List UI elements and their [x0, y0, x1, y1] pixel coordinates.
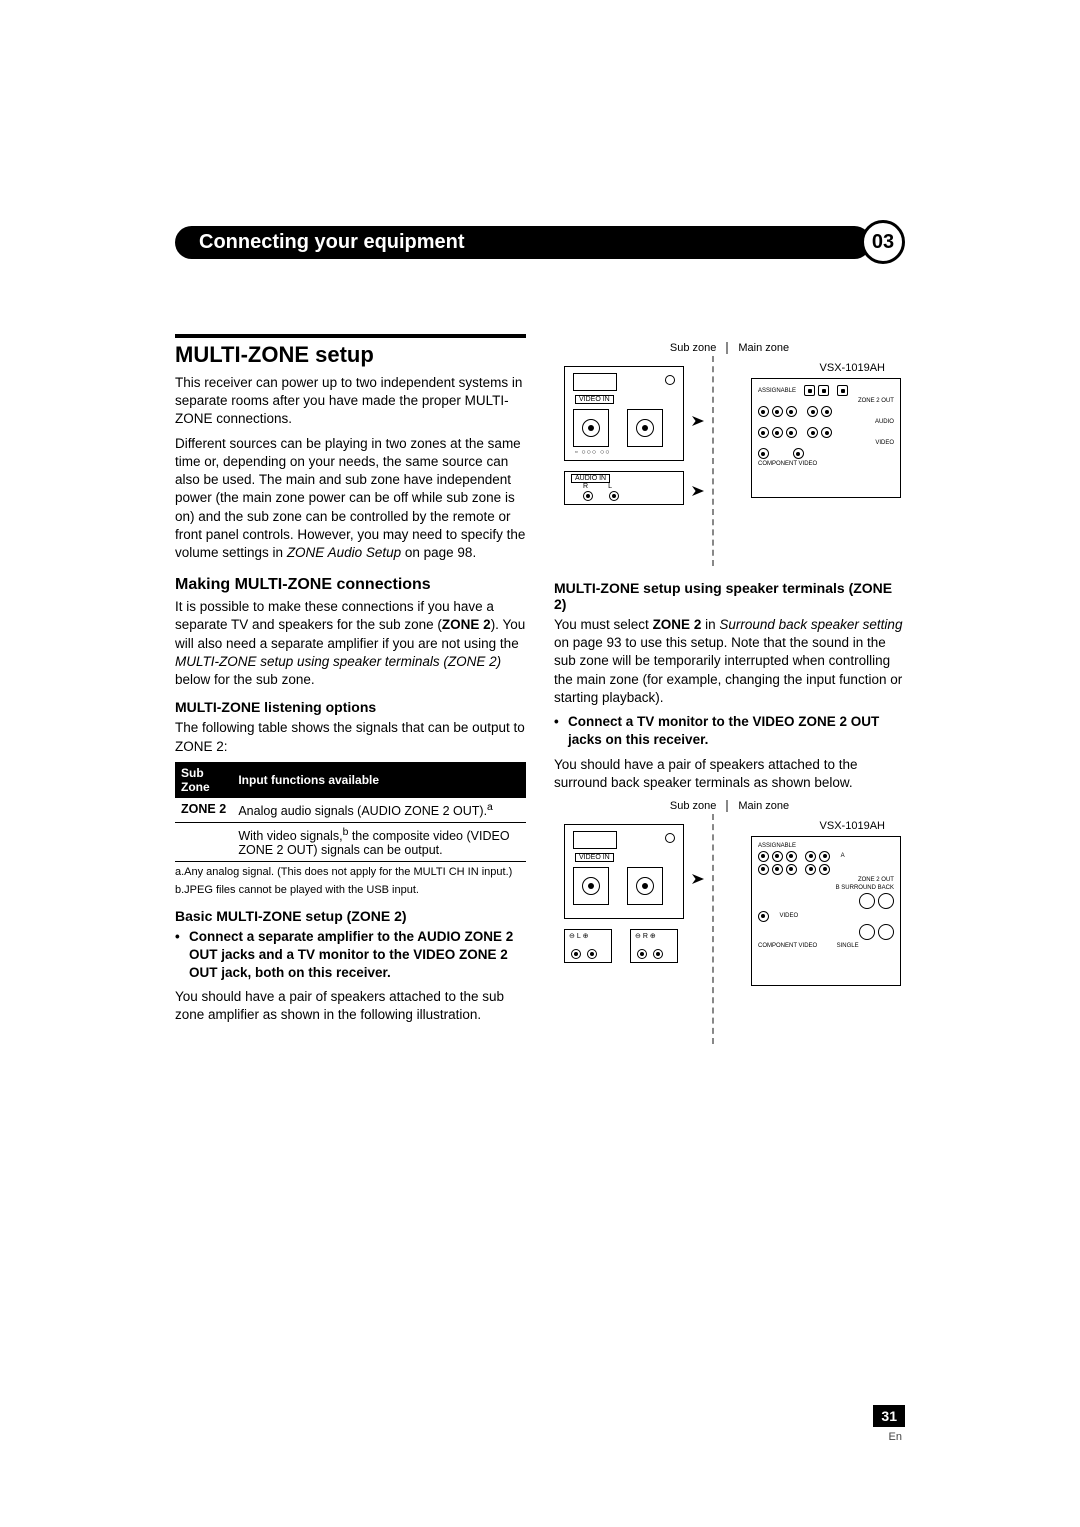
- speaker-terminals-bullets: Connect a TV monitor to the VIDEO ZONE 2…: [554, 713, 905, 749]
- receiver-icon: ASSIGNABLE ZONE 2 OUT AUDIO VIDEO COMPON…: [751, 378, 901, 498]
- page-number-badge: 31: [873, 1405, 905, 1427]
- table-col-functions: Input functions available: [232, 762, 526, 798]
- footnote-b: b.JPEG files cannot be played with the U…: [175, 884, 526, 898]
- arrow-icon: [692, 416, 704, 426]
- speaker-pair: ⊖ L ⊕ ⊖ R ⊕: [564, 929, 678, 963]
- table-col-subzone: Sub Zone: [175, 762, 232, 798]
- table-cell-video: With video signals,b the composite video…: [232, 822, 526, 861]
- chapter-header: Connecting your equipment 03: [175, 220, 905, 264]
- basic-setup-heading: Basic MULTI-ZONE setup (ZONE 2): [175, 908, 526, 924]
- rca-jack-icon: [609, 491, 619, 501]
- speaker-icon: [627, 867, 663, 905]
- speaker-terminals-para: You must select ZONE 2 in Surround back …: [554, 616, 905, 707]
- diagram-speaker-setup: Sub zone Main zone VIDEO IN ⊖ L ⊕: [554, 800, 905, 1044]
- receiver-icon: ASSIGNABLE A ZONE 2 OUT B SURROUND BACK …: [751, 836, 901, 986]
- listening-options-intro: The following table shows the signals th…: [175, 719, 526, 755]
- speaker-terminals-para-2: You should have a pair of speakers attac…: [554, 756, 905, 792]
- subzone-area: VIDEO IN ⊖ L ⊕ ⊖ R ⊕: [554, 814, 712, 1044]
- section-title: MULTI-ZONE setup: [175, 334, 526, 368]
- zone-table: Sub Zone Input functions available ZONE …: [175, 762, 526, 862]
- speaker-r-icon: ⊖ R ⊕: [630, 929, 678, 963]
- tv-icon: VIDEO IN: [564, 824, 684, 919]
- page-language: En: [889, 1431, 902, 1443]
- basic-setup-para: You should have a pair of speakers attac…: [175, 988, 526, 1024]
- rca-jack-icon: [583, 491, 593, 501]
- speaker-terminals-bullet: Connect a TV monitor to the VIDEO ZONE 2…: [554, 713, 905, 749]
- basic-setup-bullets: Connect a separate amplifier to the AUDI…: [175, 928, 526, 983]
- table-cell-zone2: ZONE 2: [175, 798, 232, 823]
- receiver-model-label: VSX-1019AH: [820, 820, 885, 832]
- table-cell-analog: Analog audio signals (AUDIO ZONE 2 OUT).…: [232, 798, 526, 823]
- tv-icon: VIDEO IN ▫ ○○○ ○○: [564, 366, 684, 461]
- right-column: Sub zone Main zone VIDEO IN ▫ ○○○ ○○ AUD…: [554, 334, 905, 1058]
- rca-jack-icon: [665, 375, 675, 385]
- audio-in-label: AUDIO IN: [571, 474, 610, 483]
- label-subzone: Sub zone: [670, 800, 716, 812]
- chapter-title: Connecting your equipment: [175, 226, 871, 259]
- left-column: MULTI-ZONE setup This receiver can power…: [175, 334, 526, 1058]
- label-mainzone: Main zone: [738, 800, 789, 812]
- diagram-basic-setup: Sub zone Main zone VIDEO IN ▫ ○○○ ○○ AUD…: [554, 342, 905, 566]
- table-row: With video signals,b the composite video…: [175, 822, 526, 861]
- rca-jack-icon: [665, 833, 675, 843]
- footnote-a: a.Any analog signal. (This does not appl…: [175, 866, 526, 880]
- subzone-area: VIDEO IN ▫ ○○○ ○○ AUDIO IN RL: [554, 356, 712, 566]
- receiver-model-label: VSX-1019AH: [820, 362, 885, 374]
- amplifier-icon: AUDIO IN RL: [564, 471, 684, 505]
- speaker-terminal-icon: [878, 924, 894, 940]
- speaker-terminal-icon: [878, 893, 894, 909]
- arrow-icon: [692, 874, 704, 884]
- chapter-number: 03: [861, 220, 905, 264]
- making-connections-para: It is possible to make these connections…: [175, 598, 526, 689]
- speaker-terminal-icon: [859, 893, 875, 909]
- table-row: ZONE 2 Analog audio signals (AUDIO ZONE …: [175, 798, 526, 823]
- speaker-icon: [573, 867, 609, 905]
- mainzone-area: VSX-1019AH ASSIGNABLE ZONE 2 OUT AUDIO V…: [712, 356, 905, 566]
- speaker-terminal-icon: [859, 924, 875, 940]
- label-mainzone: Main zone: [738, 342, 789, 354]
- arrow-icon: [692, 486, 704, 496]
- content-columns: MULTI-ZONE setup This receiver can power…: [175, 334, 905, 1058]
- video-in-label: VIDEO IN: [575, 395, 614, 404]
- speaker-icon: [627, 409, 663, 447]
- video-in-label: VIDEO IN: [575, 853, 614, 862]
- mainzone-area: VSX-1019AH ASSIGNABLE A ZONE 2 OUT B SUR…: [712, 814, 905, 1044]
- speaker-terminals-heading: MULTI-ZONE setup using speaker terminals…: [554, 580, 905, 612]
- speaker-l-icon: ⊖ L ⊕: [564, 929, 612, 963]
- label-subzone: Sub zone: [670, 342, 716, 354]
- making-connections-heading: Making MULTI-ZONE connections: [175, 576, 526, 594]
- intro-para-2: Different sources can be playing in two …: [175, 435, 526, 563]
- basic-setup-bullet: Connect a separate amplifier to the AUDI…: [175, 928, 526, 983]
- intro-para-1: This receiver can power up to two indepe…: [175, 374, 526, 429]
- speaker-icon: [573, 409, 609, 447]
- listening-options-heading: MULTI-ZONE listening options: [175, 699, 526, 715]
- table-header-row: Sub Zone Input functions available: [175, 762, 526, 798]
